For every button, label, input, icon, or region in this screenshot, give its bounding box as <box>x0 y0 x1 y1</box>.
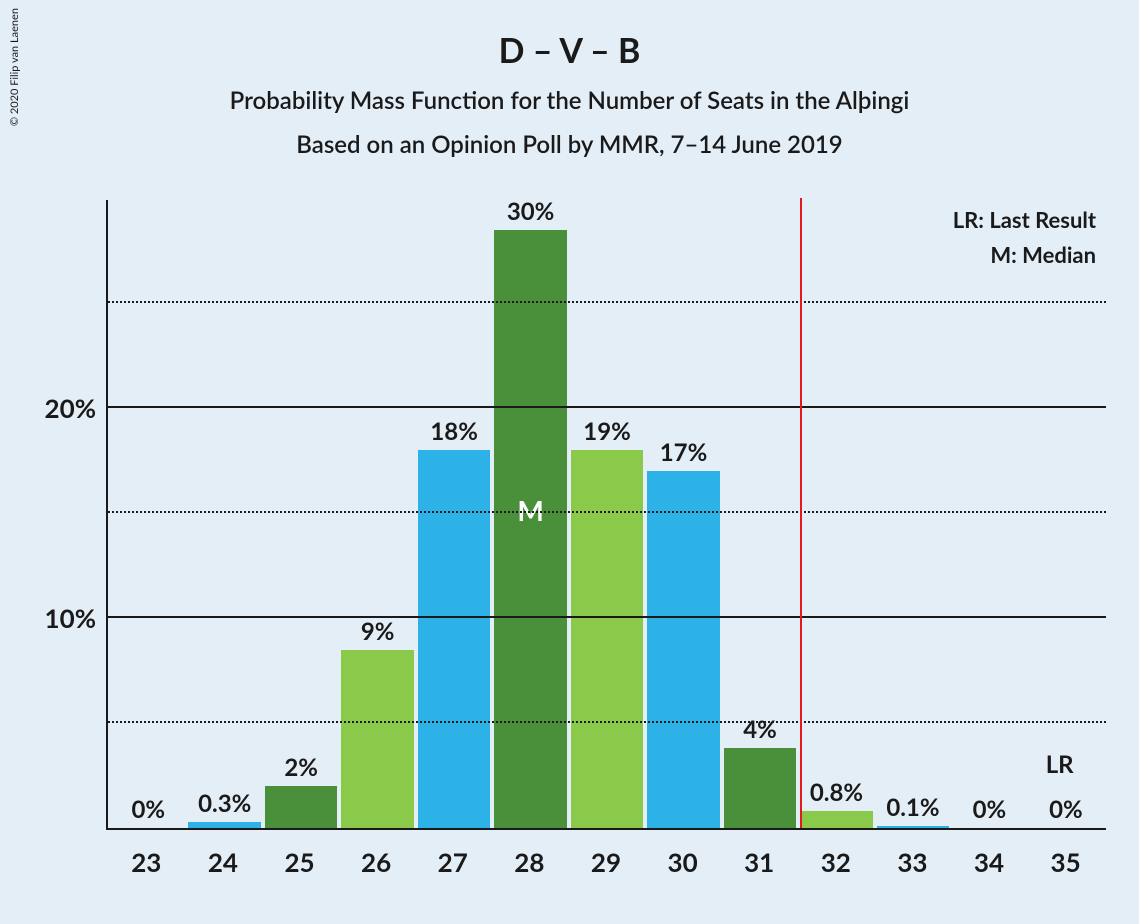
x-axis-label: 23 <box>110 846 183 878</box>
bars-group: 0% 0.3% 2% 9% 18% M 30% 19% 17% 4% 0.8% 0.1% 0% 0% <box>108 200 1106 828</box>
median-marker: M <box>517 493 543 527</box>
bar-wrap: 17% <box>647 200 719 828</box>
bar-wrap: 0% <box>1030 200 1102 828</box>
bar-value-label: 0% <box>131 795 165 824</box>
plot-area: 0% 0.3% 2% 9% 18% M 30% 19% 17% 4% 0.8% 0.1% 0% 0% 10… <box>106 200 1106 830</box>
x-axis-label: 27 <box>416 846 489 878</box>
lr-marker: LR <box>1046 750 1074 779</box>
gridline-major: 10% <box>108 616 1106 618</box>
bar-wrap: M 30% <box>494 200 566 828</box>
gridline-minor <box>108 511 1106 513</box>
chart-subtitle-2: Based on an Opinion Poll by MMR, 7–14 Ju… <box>0 130 1139 159</box>
legend-lr: LR: Last Result <box>876 206 1096 233</box>
gridline-minor <box>108 721 1106 723</box>
bar-wrap: 0% <box>112 200 184 828</box>
bar-value-label: 17% <box>660 438 708 467</box>
bar-wrap: 0.1% <box>877 200 949 828</box>
x-axis-label: 33 <box>876 846 949 878</box>
x-axis-label: 35 <box>1029 846 1102 878</box>
bar-value-label: 0.1% <box>886 793 939 822</box>
gridline-minor <box>108 301 1106 303</box>
legend: LR: Last Result M: Median <box>876 206 1096 268</box>
x-axis-label: 29 <box>570 846 643 878</box>
bar-value-label: 4% <box>743 715 777 744</box>
x-axis-label: 24 <box>187 846 260 878</box>
bar <box>188 822 260 828</box>
bar-value-label: 0% <box>973 795 1007 824</box>
bar <box>571 450 643 828</box>
bar-wrap: 0.3% <box>188 200 260 828</box>
chart-subtitle-1: Probability Mass Function for the Number… <box>0 86 1139 115</box>
bar <box>265 786 337 828</box>
bar-wrap: 9% <box>341 200 413 828</box>
bar-value-label: 9% <box>361 617 395 646</box>
x-axis-label: 31 <box>723 846 796 878</box>
bar-wrap: 2% <box>265 200 337 828</box>
bar-wrap: 0.8% <box>800 200 872 828</box>
chart-title: D – V – B <box>0 30 1139 71</box>
x-axis-label: 30 <box>646 846 719 878</box>
y-axis-label: 20% <box>45 392 96 424</box>
bar <box>418 450 490 828</box>
gridline-major: 20% <box>108 406 1106 408</box>
x-axis-label: 25 <box>263 846 336 878</box>
bar-value-label: 0.8% <box>810 778 863 807</box>
bar-wrap: 0% <box>953 200 1025 828</box>
bar <box>341 650 413 829</box>
bar-value-label: 0% <box>1049 795 1083 824</box>
bar <box>800 811 872 828</box>
bar <box>877 826 949 828</box>
x-axis-label: 26 <box>340 846 413 878</box>
x-axis-label: 32 <box>799 846 872 878</box>
bar-value-label: 19% <box>583 417 631 446</box>
bar <box>724 748 796 828</box>
legend-median: M: Median <box>876 241 1096 268</box>
bar-wrap: 4% <box>724 200 796 828</box>
bar-value-label: 2% <box>284 753 318 782</box>
x-axis-label: 34 <box>953 846 1026 878</box>
chart-container: D – V – B Probability Mass Function for … <box>0 0 1139 924</box>
x-axis-labels: 23242526272829303132333435 <box>106 846 1106 878</box>
bar <box>647 471 719 828</box>
copyright-text: © 2020 Filip van Laenen <box>8 8 21 126</box>
bar-wrap: 19% <box>571 200 643 828</box>
x-axis-label: 28 <box>493 846 566 878</box>
bar-wrap: 18% <box>418 200 490 828</box>
bar-value-label: 18% <box>430 417 478 446</box>
y-axis-label: 10% <box>45 602 96 634</box>
bar-value-label: 30% <box>507 197 555 226</box>
bar: M <box>494 230 566 829</box>
bar-value-label: 0.3% <box>198 789 251 818</box>
lr-reference-line <box>800 198 802 828</box>
